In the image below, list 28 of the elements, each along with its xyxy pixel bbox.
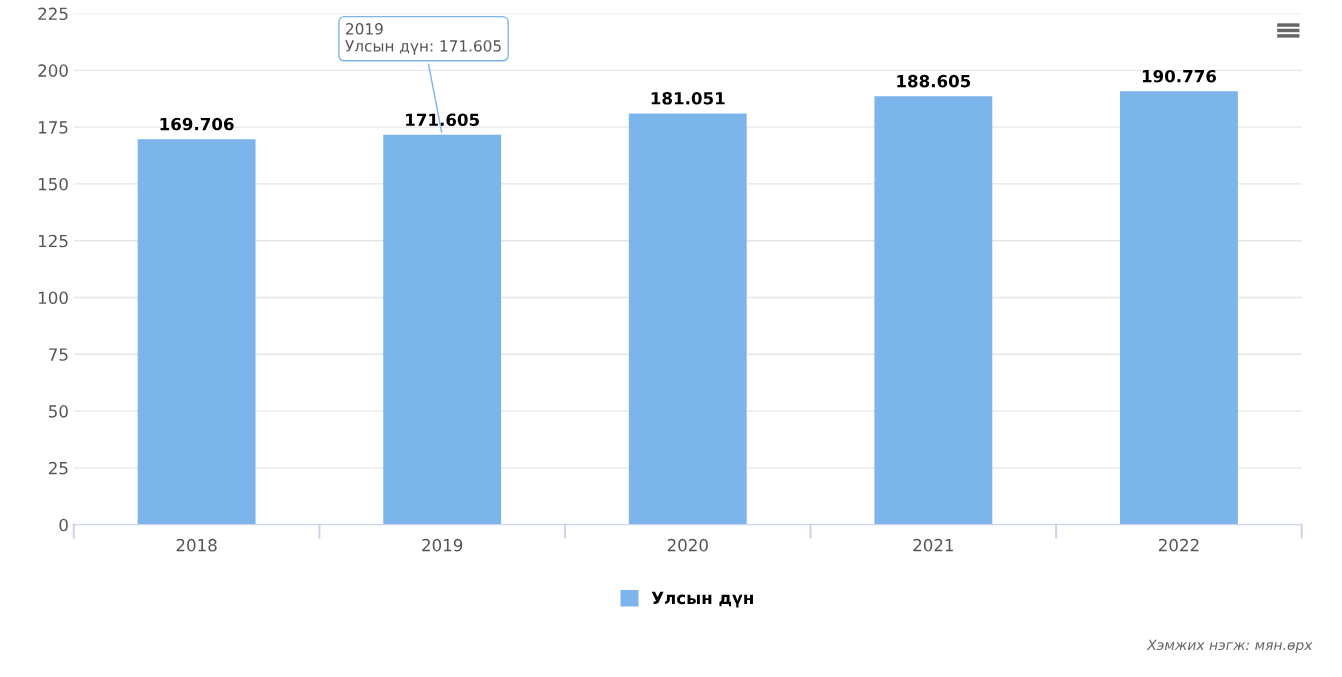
x-tick-label: 2020 xyxy=(667,538,708,552)
y-tick-label: 225 xyxy=(38,7,68,21)
bar xyxy=(628,113,747,525)
data-label: 171.605 xyxy=(406,113,479,127)
data-label: 190.776 xyxy=(1142,69,1217,83)
x-tick-label: 2019 xyxy=(422,538,463,552)
bar xyxy=(874,96,993,525)
bar xyxy=(383,134,502,525)
y-tick-label: 175 xyxy=(38,121,68,134)
y-tick-label: 25 xyxy=(48,461,68,475)
y-tick-label: 0 xyxy=(59,518,68,532)
data-label: 188.605 xyxy=(897,74,971,88)
y-tick-label: 125 xyxy=(38,234,68,248)
bar xyxy=(1120,91,1238,525)
data-label: 181.051 xyxy=(651,91,725,105)
legend-label: Улсын дүн xyxy=(651,591,753,608)
x-tick-label: 2018 xyxy=(176,538,217,552)
bar xyxy=(137,139,256,525)
annotation: 2019 Улсын дүн: 171.605 xyxy=(345,23,501,55)
data-label: 169.706 xyxy=(160,117,234,131)
text: Хэмжих нэгж: мян.өрх xyxy=(1146,639,1313,653)
x-tick-label: 2022 xyxy=(1158,538,1199,552)
x-tick-label: 2021 xyxy=(913,538,954,552)
y-tick-label: 200 xyxy=(38,64,68,77)
y-tick-label: 150 xyxy=(38,177,68,191)
y-tick-label: 50 xyxy=(49,405,68,418)
y-tick-label: 100 xyxy=(38,291,68,305)
y-tick-label: 75 xyxy=(49,348,68,361)
